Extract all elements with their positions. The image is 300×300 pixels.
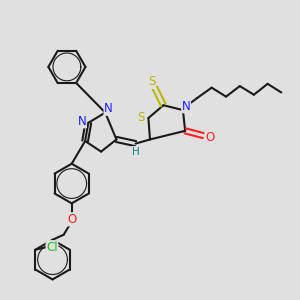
Text: Cl: Cl [46,241,58,254]
Text: H: H [132,147,140,157]
Text: O: O [205,131,214,144]
Text: O: O [67,213,76,226]
Text: N: N [78,115,86,128]
Text: N: N [104,102,113,115]
Text: S: S [148,75,155,88]
Text: N: N [182,100,190,113]
Text: S: S [138,111,145,124]
